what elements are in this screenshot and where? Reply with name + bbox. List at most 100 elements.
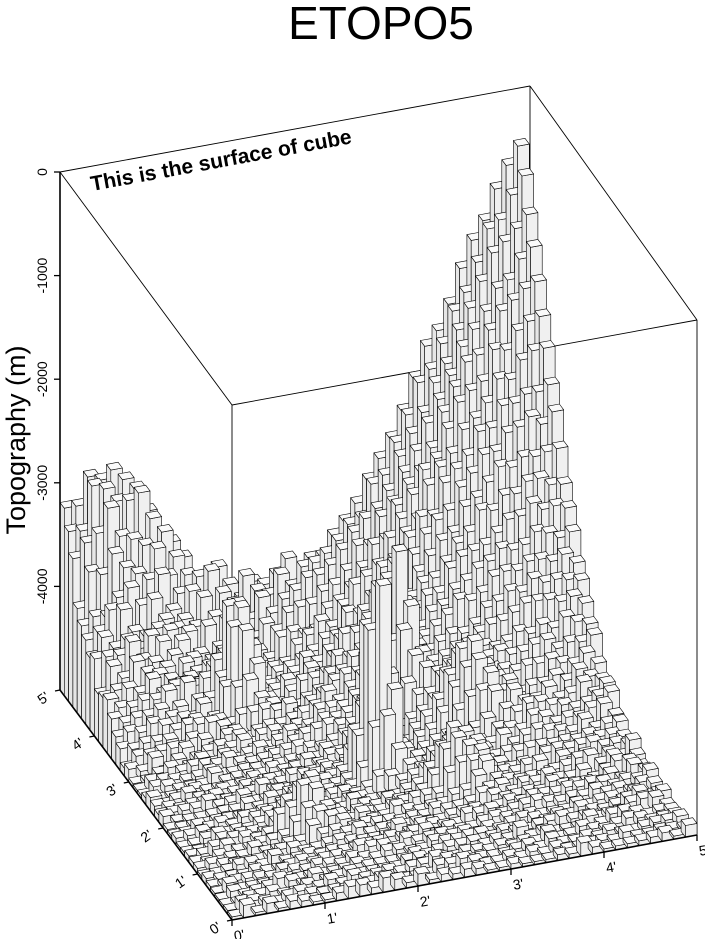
bar-top-face <box>170 751 188 761</box>
bar-side-face <box>98 691 104 748</box>
bar-top-face <box>168 548 186 558</box>
z-axis-label: Topography (m) <box>1 345 31 534</box>
bar-top-face <box>162 622 180 632</box>
bar-top-face <box>238 568 255 577</box>
bar-top-face <box>237 622 255 632</box>
z-tick-label: -2000 <box>34 361 50 397</box>
bar-top-face <box>525 239 543 248</box>
bar-side-face <box>85 651 91 731</box>
y-tick-mark <box>89 735 95 738</box>
bar-top-face <box>196 589 213 599</box>
bar-top-face <box>149 540 167 550</box>
bar-top-face <box>147 750 164 759</box>
bar-top-face <box>200 618 217 627</box>
bar-side-face <box>76 619 82 720</box>
z-tick-label: -1000 <box>34 257 50 293</box>
bar-top-face <box>280 671 297 681</box>
bar-side-face <box>94 688 99 743</box>
bar-top-face <box>541 525 558 534</box>
bar-top-face <box>147 654 165 664</box>
y-tick-label: 4' <box>69 734 87 753</box>
bar-top-face <box>525 495 543 504</box>
bar-top-face <box>181 623 199 633</box>
y-tick-label: 2' <box>137 826 155 845</box>
bar-top-face <box>281 695 298 705</box>
bar-top-face <box>551 440 569 450</box>
bar-top-face <box>103 500 120 509</box>
bar-top-face <box>534 308 552 318</box>
bar-side-face <box>81 634 87 725</box>
bar-top-face <box>153 701 170 711</box>
bar-top-face <box>254 589 271 599</box>
bar-top-face <box>129 653 146 663</box>
bar-top-face <box>158 611 175 621</box>
bar-top-face <box>530 273 547 283</box>
bar-top-face <box>143 627 161 637</box>
bar-top-face <box>146 591 164 600</box>
bar-top-face <box>273 566 290 576</box>
bar-top-face <box>126 531 143 540</box>
bar-top-face <box>177 611 194 621</box>
bar-top-face <box>154 566 171 576</box>
bar-top-face <box>144 671 162 680</box>
bar-top-face <box>145 510 162 520</box>
y-tick-label: 1' <box>172 872 190 891</box>
bar-side-face <box>64 525 69 702</box>
cube-top-left-edge <box>59 171 233 406</box>
bar-top-face <box>184 583 202 592</box>
y-tick-label: 3' <box>103 780 121 799</box>
bar-top-face <box>222 576 239 586</box>
bar-top-face <box>215 718 233 727</box>
bar-top-face <box>97 629 114 639</box>
bar-top-face <box>517 167 534 177</box>
bar-top-face <box>249 655 267 665</box>
bar-top-face <box>242 672 259 681</box>
bar-top-face <box>117 471 135 481</box>
bar-top-face <box>524 408 541 418</box>
bar-top-face <box>313 613 331 622</box>
bar-top-face <box>560 500 577 509</box>
bar-top-face <box>105 658 123 668</box>
bar-top-face <box>155 633 172 643</box>
z-tick-label: -3000 <box>34 465 50 501</box>
bar-top-face <box>547 403 565 413</box>
x-tick-label: 5' <box>698 841 705 859</box>
bar-top-face <box>107 545 124 555</box>
bar-top-face <box>252 739 269 748</box>
bar-top-face <box>253 689 271 699</box>
bar-top-face <box>179 674 197 684</box>
bar-top-face <box>165 602 183 611</box>
bar-top-face <box>130 565 148 575</box>
bar-top-face <box>532 470 550 479</box>
bar-top-face <box>106 461 123 471</box>
bar-side-face <box>68 552 74 708</box>
bar-top-face <box>538 340 556 349</box>
bar-top-face <box>573 572 590 581</box>
bar-side-face <box>102 693 108 754</box>
bar-top-face <box>178 655 195 664</box>
bar-top-face <box>568 555 586 564</box>
bar-side-face <box>351 729 357 787</box>
chart-title: ETOPO5 <box>288 0 474 49</box>
bar-top-face <box>160 683 178 692</box>
bar-side-face <box>72 602 78 714</box>
bar-top-face <box>299 649 316 658</box>
bar-top-face <box>123 580 140 589</box>
y-tick-mark <box>123 781 129 784</box>
bar-top-face <box>166 647 184 656</box>
bar-top-face <box>564 523 582 533</box>
y-tick-mark <box>226 919 233 922</box>
bar-top-face <box>197 731 214 741</box>
bar-top-face <box>521 206 539 216</box>
bar-top-face <box>233 599 251 609</box>
x-tick-label: 3' <box>512 875 525 893</box>
bar-top-face <box>203 563 220 572</box>
x-tick-label: 1' <box>326 909 339 927</box>
bar-top-face <box>303 660 320 669</box>
bar-top-face <box>98 480 116 490</box>
bar-top-face <box>133 484 151 494</box>
x-tick-label: 4' <box>605 858 618 876</box>
bar-top-face <box>513 138 530 147</box>
bar-top-face <box>195 696 213 705</box>
